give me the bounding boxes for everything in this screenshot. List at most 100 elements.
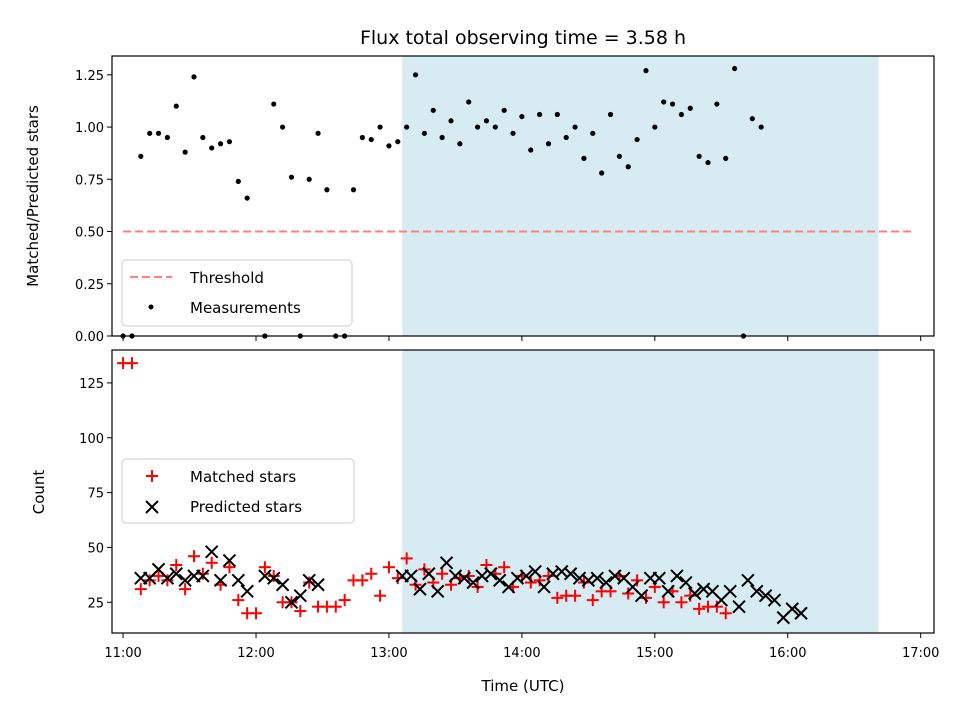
top-y-tick-label: 0.00 (75, 330, 104, 345)
predicted-star-point (785, 602, 799, 616)
top-y-tick-label: 1.25 (75, 69, 104, 84)
measurement-point (749, 116, 755, 122)
matched-star-point (232, 594, 245, 607)
predicted-star-point (160, 571, 175, 585)
measurement-point (723, 155, 729, 161)
matched-star-point (391, 572, 404, 585)
measurement-point (696, 153, 702, 159)
predicted-star-point (661, 584, 675, 599)
x-tick-label: 17:00 (902, 646, 939, 661)
measurement-point (537, 111, 543, 118)
measurement-point (448, 118, 454, 124)
predicted-star-point (404, 569, 418, 583)
measurement-point (324, 187, 330, 193)
matched-star-point (258, 561, 271, 574)
predicted-star-point (750, 584, 764, 599)
x-tick-label: 14:00 (503, 646, 540, 661)
measurement-point (421, 130, 428, 136)
predicted-star-point (484, 567, 498, 581)
matched-star-point (498, 561, 511, 574)
matched-star-point (631, 574, 644, 587)
bottom-axes-frame (111, 349, 935, 634)
matched-star-point (524, 576, 537, 589)
predicted-star-point (732, 599, 746, 614)
top-legend-box (121, 259, 353, 327)
measurement-point (350, 187, 357, 193)
measurement-point (714, 101, 720, 107)
measurement-point (386, 143, 392, 149)
predicted-star-point (293, 588, 308, 603)
matched-star-point (693, 602, 706, 615)
matched-star-point (551, 591, 564, 604)
measurement-point (244, 195, 250, 201)
predicted-star-point (741, 573, 755, 588)
predicted-star-point (457, 571, 471, 585)
matched-star-point (303, 576, 316, 589)
measurement-point (209, 145, 215, 151)
matched-star-point (675, 596, 688, 609)
top-axes-frame (111, 55, 935, 337)
matched-legend-label: Matched stars (190, 468, 296, 486)
top-y-tick-label: 0.50 (75, 226, 104, 241)
matched-star-point (152, 569, 165, 582)
matched-star-point (719, 607, 732, 620)
measurement-point (661, 99, 667, 105)
top-y-tick-label: 0.75 (75, 173, 104, 188)
matched-star-point (250, 607, 263, 620)
predicted-star-point (213, 573, 228, 588)
matched-star-point (329, 600, 342, 613)
measurement-point (315, 130, 321, 136)
predicted-star-point (537, 580, 551, 594)
matched-star-point (657, 596, 670, 609)
measurement-point (510, 130, 516, 136)
top-x-ticks (122, 336, 922, 341)
measurement-point (200, 134, 206, 141)
matched-star-point (187, 550, 200, 563)
predicted-star-point (758, 588, 773, 603)
measurement-point (678, 111, 685, 118)
matched-star-point (400, 552, 413, 565)
predicted-star-point (267, 571, 281, 585)
matched-star-point (356, 574, 369, 587)
measurement-point (687, 105, 693, 111)
threshold-legend-label: Threshold (189, 269, 264, 287)
measurement-point (607, 111, 614, 118)
bottom-legend: Matched stars Predicted stars (121, 458, 355, 524)
predicted-star-point (563, 567, 578, 581)
measurement-point (439, 134, 445, 141)
predicted-star-point (528, 564, 542, 579)
measurement-point (599, 170, 605, 176)
x-axis-label: Time (UTC) (481, 677, 565, 695)
predicted-star-point (466, 575, 480, 590)
predicted-star-point (599, 575, 613, 590)
measurement-point (563, 134, 569, 141)
bottom-y-axis-label: Count (30, 470, 48, 515)
measurement-point (545, 141, 552, 147)
predicted-star-point (422, 567, 436, 581)
matched-star-point (639, 591, 652, 604)
matched-star-point (179, 583, 192, 596)
bottom-shaded-span (402, 350, 879, 633)
measurements-legend-label: Measurements (190, 299, 301, 317)
predicted-star-point (723, 584, 737, 599)
predicted-star-point (204, 545, 219, 559)
predicted-star-point (222, 553, 237, 568)
matched-star-point (436, 567, 449, 580)
measurement-point (634, 136, 640, 143)
bottom-y-ticks: 25 50 75 100 125 (79, 377, 112, 611)
measurement-point (501, 107, 507, 113)
measurement-point (492, 124, 498, 130)
measurement-point (758, 124, 764, 130)
bottom-y-tick-label: 75 (87, 487, 104, 502)
predicted-star-point (652, 571, 666, 585)
measurement-point (155, 130, 162, 136)
predicted-star-point (240, 584, 254, 599)
measurement-point (164, 134, 170, 141)
top-y-ticks: 0.00 0.25 0.50 0.75 1.00 1.25 (75, 69, 112, 345)
measurement-point (368, 136, 374, 143)
measurement-point (572, 124, 578, 130)
measurement-point (191, 74, 197, 80)
matched-star-point (586, 594, 599, 607)
matched-star-point (365, 567, 378, 580)
